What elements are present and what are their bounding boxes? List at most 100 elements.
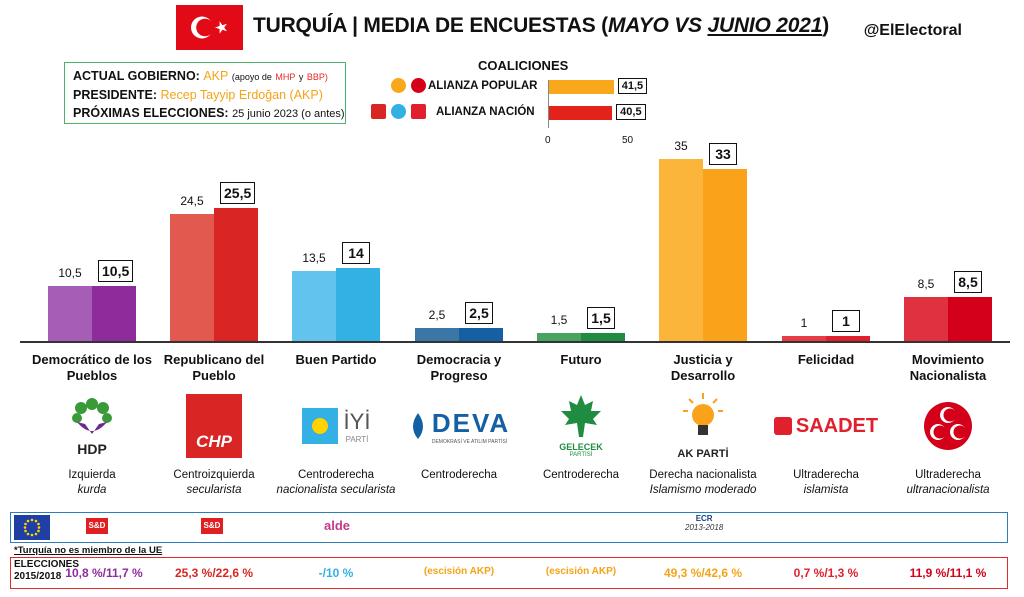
bar-junio-5 [703, 169, 747, 341]
bar-junio-6 [826, 335, 870, 341]
party-name-4: Futuro [560, 352, 602, 367]
party-logo-1: CHP [152, 390, 276, 462]
coalition-bar-nacion [549, 106, 613, 120]
bar-junio-7 [948, 296, 992, 341]
election-result-5: 49,3 %/42,6 % [663, 566, 743, 580]
party-ideology-2: Centroderecha nacionalista secularista [276, 469, 396, 496]
coalition-tick-50: 50 [622, 135, 634, 146]
party-ideology-6: Ultraderecha islamista [793, 469, 859, 496]
government-info-box: ACTUAL GOBIERNO: AKP (apoyo de MHP y BBP… [64, 62, 346, 124]
bar-junio-0 [92, 286, 136, 341]
value-label-junio-1: 25,5 [220, 182, 256, 205]
party-ideology-3: Centroderecha [420, 469, 498, 481]
party-logo-6: SAADET [764, 390, 888, 462]
election-result-4: (escisión AKP) [545, 566, 617, 577]
value-label-junio-4: 1,5 [587, 307, 615, 330]
coalition-label-nacion: ALIANZA NACIÓN [436, 106, 535, 118]
value-label-mayo-1: 24,5 [180, 193, 204, 208]
party-ideology-4: Centroderecha [542, 469, 620, 481]
mhp-mini-logo [411, 78, 426, 93]
akp-mini-logo [391, 78, 406, 93]
bar-mayo-1 [170, 213, 214, 341]
deva-logo-mark: DEVA DEMOKRASİ VE ATILIM PARTİSİ [408, 408, 510, 445]
bar-mayo-2 [292, 270, 336, 341]
mhp-crescents-icon [924, 402, 972, 450]
coalition-axis [548, 80, 549, 128]
alde-group-logo: alde [324, 518, 351, 533]
iyi-mini-logo [391, 104, 406, 119]
party-logo-5: AK PARTİ [641, 390, 765, 462]
value-label-mayo-4: 1,5 [550, 313, 568, 328]
party-name-2: Buen Partido [295, 352, 377, 367]
party-name-5: Justicia y Desarrollo [670, 352, 736, 383]
party-name-1: Republicano del Pueblo [163, 352, 265, 383]
party-logo-4: GELECEK PARTİSİ [519, 390, 643, 462]
akp-logo-mark: AK PARTİ [677, 392, 729, 460]
coalitions-title: COALICIONES [478, 58, 569, 73]
value-label-junio-3: 2,5 [465, 302, 493, 324]
party-ideology-5: Derecha nacionalista Islamismo moderado [649, 469, 757, 496]
gelecek-logo-mark: GELECEK PARTİSİ [559, 394, 603, 458]
sd-group-logo-hdp: S&D [86, 518, 108, 534]
coalition-label-popular: ALIANZA POPULAR [428, 80, 538, 92]
value-label-junio-2: 14 [342, 242, 370, 265]
eu-flag-icon [14, 515, 50, 540]
president-row: PRESIDENTE: Recep Tayyip Erdoğan (AKP) [73, 88, 323, 102]
chart-baseline [20, 341, 1010, 343]
coalition-value-nacion: 40,5 [616, 104, 646, 120]
bar-mayo-4 [537, 333, 581, 341]
value-label-mayo-5: 35 [674, 139, 688, 153]
value-label-mayo-6: 1 [800, 315, 808, 330]
value-label-mayo-7: 8,5 [917, 276, 935, 291]
election-result-1: 25,3 %/22,6 % [174, 566, 254, 580]
turkey-flag [176, 5, 243, 50]
bar-junio-1 [214, 208, 258, 341]
eu-membership-note: *Turquía no es miembro de la UE [14, 545, 163, 556]
author-handle: @ElElectoral [863, 22, 962, 39]
hdp-tree-icon [72, 397, 112, 434]
sd-group-logo-chp: S&D [201, 518, 223, 534]
value-label-mayo-3: 2,5 [428, 308, 446, 322]
party-logo-0: HDP [30, 390, 154, 462]
hdp-logo-mark: HDP [69, 396, 115, 457]
party-ideology-7: Ultraderecha ultranacionalista [906, 469, 990, 496]
government-row: ACTUAL GOBIERNO: AKP (apoyo de MHP y BBP… [73, 69, 328, 83]
party-ideology-0: Izquierda kurda [68, 469, 116, 496]
elections-label: ELECCIONES 2015/2018 [14, 559, 80, 582]
party-ideology-1: Centroizquierda secularista [173, 469, 255, 496]
elections-box [10, 557, 1008, 589]
party-logo-2: İYİ PARTİ [274, 390, 398, 462]
iyi-logo-mark: İYİ PARTİ [301, 408, 370, 444]
page-title: TURQUÍA | MEDIA DE ENCUESTAS (MAYO VS JU… [253, 14, 830, 37]
bar-junio-3 [459, 328, 503, 341]
saadet-crescent-icon [773, 417, 792, 435]
bar-mayo-5 [659, 159, 703, 341]
party-name-7: Movimiento Nacionalista [909, 352, 987, 383]
ecr-group-logo: ECR 2013-2018 [685, 514, 724, 532]
coalition-tick-0: 0 [545, 135, 551, 146]
bar-mayo-0 [48, 286, 92, 341]
bar-mayo-3 [415, 328, 459, 341]
election-result-3: (escisión AKP) [423, 566, 495, 577]
saadet-logo-mark: SAADET [773, 415, 878, 438]
value-label-junio-6: 1 [832, 309, 860, 332]
drop-icon [412, 413, 423, 439]
value-label-junio-5: 33 [709, 143, 737, 166]
value-label-junio-0: 10,5 [98, 260, 134, 283]
eu-groups-box [10, 512, 1008, 543]
sun-icon [301, 408, 338, 444]
party-name-0: Democrático de los Pueblos [32, 352, 152, 383]
chp-mini-logo [371, 104, 386, 119]
election-result-2: -/10 % [318, 566, 354, 580]
party-name-6: Felicidad [797, 352, 855, 367]
value-label-mayo-2: 13,5 [302, 250, 326, 265]
party-name-3: Democracia y Progreso [416, 352, 502, 383]
bar-mayo-7 [904, 296, 948, 341]
election-result-6: 0,7 %/1,3 % [793, 566, 859, 580]
bar-mayo-6 [782, 335, 826, 341]
value-label-mayo-0: 10,5 [58, 266, 82, 281]
saadet-mini-logo [411, 104, 426, 119]
value-label-junio-7: 8,5 [954, 270, 982, 293]
party-logo-3: DEVA DEMOKRASİ VE ATILIM PARTİSİ [397, 390, 521, 462]
lightbulb-icon [682, 392, 723, 435]
